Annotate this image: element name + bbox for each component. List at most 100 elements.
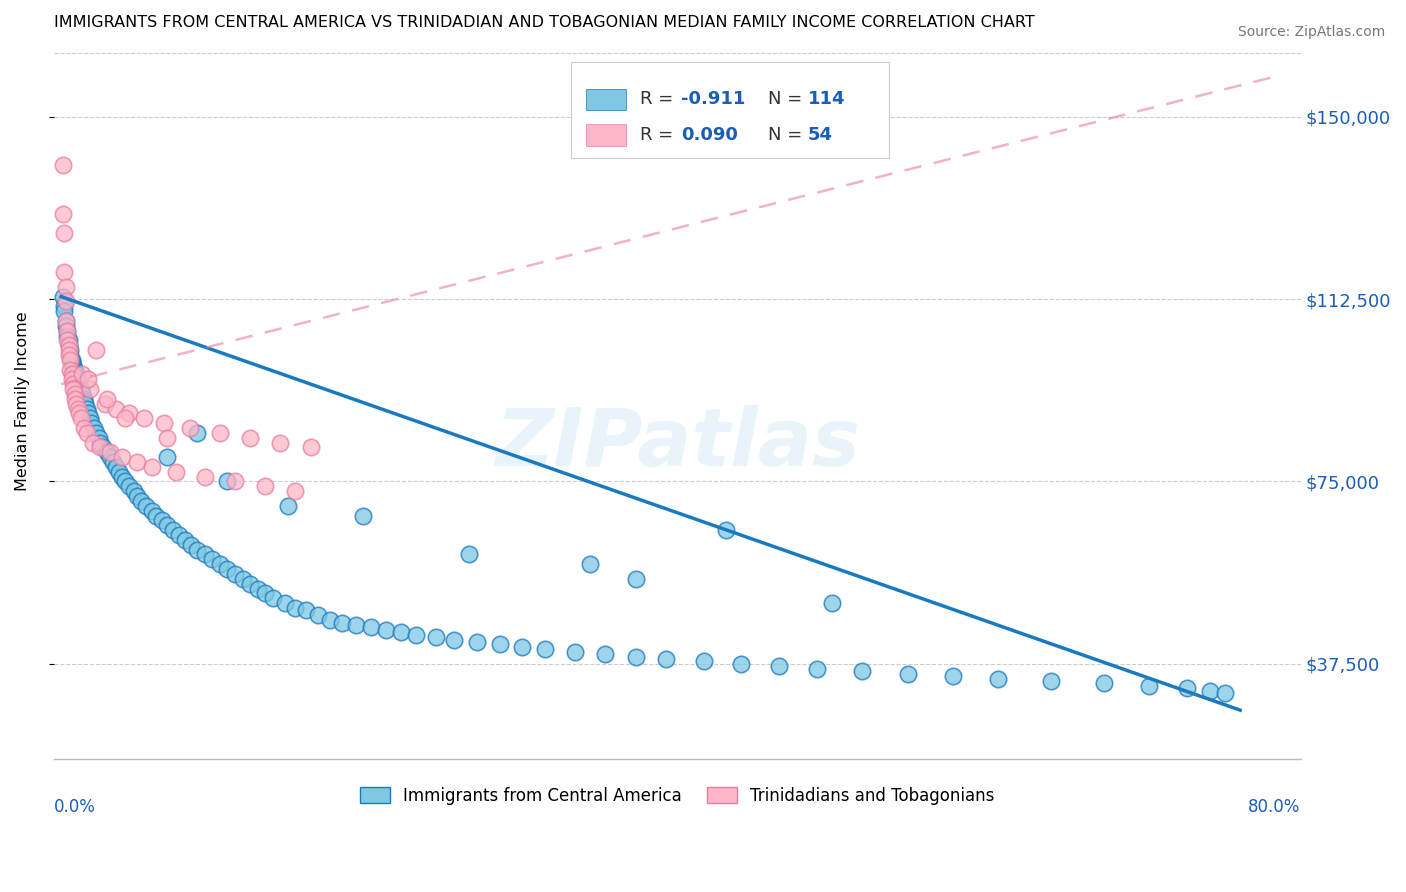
Point [63,392,86,406]
Point [1040,673,1063,688]
Point [692,655,714,669]
Point [284,484,307,499]
Point [510,640,533,654]
Text: 0.090: 0.090 [681,126,738,145]
Point [73,394,96,409]
Point [134,411,156,425]
Point [125,489,148,503]
Text: N =: N = [768,126,808,145]
Point [443,632,465,647]
Point [84,343,107,358]
Point [730,657,752,671]
Point [156,518,179,533]
Point [104,459,127,474]
Text: -0.911: -0.911 [681,90,745,109]
Point [114,475,136,489]
Point [63,387,86,401]
Point [1092,676,1115,690]
Point [58,334,80,348]
Point [595,647,617,661]
Point [65,368,87,382]
Point [77,372,100,386]
Point [716,523,738,537]
Point [59,343,82,358]
Point [425,630,447,644]
Point [73,421,96,435]
Y-axis label: Median Family Income: Median Family Income [15,311,30,491]
Point [307,608,329,623]
Point [65,370,87,384]
Point [153,416,176,430]
Point [58,338,80,352]
Point [62,377,84,392]
Point [53,304,76,318]
Point [1199,683,1222,698]
Point [217,562,239,576]
Point [75,397,97,411]
Point [165,465,187,479]
Point [96,392,118,406]
Point [52,207,75,221]
Text: N =: N = [768,90,808,109]
FancyBboxPatch shape [586,88,626,111]
Point [534,642,557,657]
Point [104,401,127,416]
Point [58,343,80,358]
Point [208,558,231,572]
Point [55,318,77,333]
Point [77,406,100,420]
Point [55,314,77,328]
Point [79,411,101,425]
Point [135,499,157,513]
Point [67,379,90,393]
Point [87,431,110,445]
Point [55,294,77,309]
Point [63,365,86,379]
Point [53,227,76,241]
Point [624,649,647,664]
Point [851,664,873,678]
Point [56,324,79,338]
Point [180,538,202,552]
Point [360,620,382,634]
Text: R =: R = [640,90,679,109]
Point [60,368,83,382]
Point [239,576,262,591]
Point [93,441,115,455]
Point [98,445,121,459]
Point [79,382,101,396]
Point [1213,686,1236,700]
Point [579,558,602,572]
Point [295,603,318,617]
Text: R =: R = [640,126,679,145]
Point [141,459,163,474]
Point [63,362,86,376]
Point [94,397,117,411]
Point [269,435,291,450]
Point [76,401,98,416]
Point [60,355,83,369]
Point [1139,679,1161,693]
Point [72,368,94,382]
Point [942,669,965,683]
Point [52,290,75,304]
Text: 0.0%: 0.0% [53,798,96,816]
Legend: Immigrants from Central America, Trinidadians and Tobagonians: Immigrants from Central America, Trinida… [353,780,1001,811]
Text: IMMIGRANTS FROM CENTRAL AMERICA VS TRINIDADIAN AND TOBAGONIAN MEDIAN FAMILY INCO: IMMIGRANTS FROM CENTRAL AMERICA VS TRINI… [53,15,1035,30]
Point [488,637,510,651]
Point [59,352,82,367]
Point [224,566,246,581]
Point [111,450,134,465]
Point [58,338,80,352]
Point [806,662,828,676]
Point [60,352,83,367]
Point [118,479,141,493]
Text: 54: 54 [808,126,834,145]
Point [65,397,87,411]
Point [319,613,342,627]
Point [194,469,217,483]
Point [59,348,82,362]
Point [69,384,91,399]
Point [897,666,920,681]
Point [53,265,76,279]
